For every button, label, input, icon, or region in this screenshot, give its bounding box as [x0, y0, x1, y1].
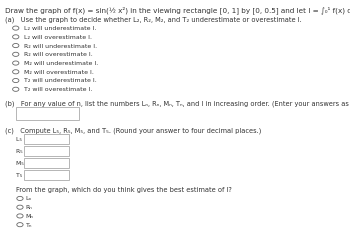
Text: Tₙ: Tₙ — [26, 222, 32, 227]
Text: L₂ will underestimate I.: L₂ will underestimate I. — [24, 26, 96, 31]
Text: R₂ will overestimate I.: R₂ will overestimate I. — [24, 52, 92, 57]
Text: T₂ will overestimate I.: T₂ will overestimate I. — [24, 87, 92, 92]
Text: (b)   For any value of n, list the numbers Lₙ, Rₙ, Mₙ, Tₙ, and I in increasing o: (b) For any value of n, list the numbers… — [5, 100, 350, 106]
Text: T₅ =: T₅ = — [16, 172, 29, 177]
Text: M₅ =: M₅ = — [16, 160, 31, 165]
Text: R₅ =: R₅ = — [16, 148, 30, 153]
Text: (a)   Use the graph to decide whether L₂, R₂, M₂, and T₂ underestimate or overes: (a) Use the graph to decide whether L₂, … — [5, 16, 302, 23]
Text: M₂ will overestimate I.: M₂ will overestimate I. — [24, 69, 94, 74]
Text: L₂ will overestimate I.: L₂ will overestimate I. — [24, 35, 92, 40]
Text: T₂ will underestimate I.: T₂ will underestimate I. — [24, 78, 97, 83]
Text: Lₙ: Lₙ — [26, 196, 32, 201]
Text: Mₙ: Mₙ — [26, 213, 34, 218]
Text: L₅ =: L₅ = — [16, 136, 29, 141]
Text: (c)   Compute L₅, R₅, M₅, and T₅. (Round your answer to four decimal places.): (c) Compute L₅, R₅, M₅, and T₅. (Round y… — [5, 127, 262, 133]
Text: M₂ will underestimate I.: M₂ will underestimate I. — [24, 61, 98, 66]
Text: Rₙ: Rₙ — [26, 204, 33, 209]
Text: Draw the graph of f(x) = sin(½ x²) in the viewing rectangle [0, 1] by [0, 0.5] a: Draw the graph of f(x) = sin(½ x²) in th… — [5, 6, 350, 14]
Text: From the graph, which do you think gives the best estimate of I?: From the graph, which do you think gives… — [16, 186, 232, 192]
Text: R₂ will underestimate I.: R₂ will underestimate I. — [24, 43, 97, 48]
